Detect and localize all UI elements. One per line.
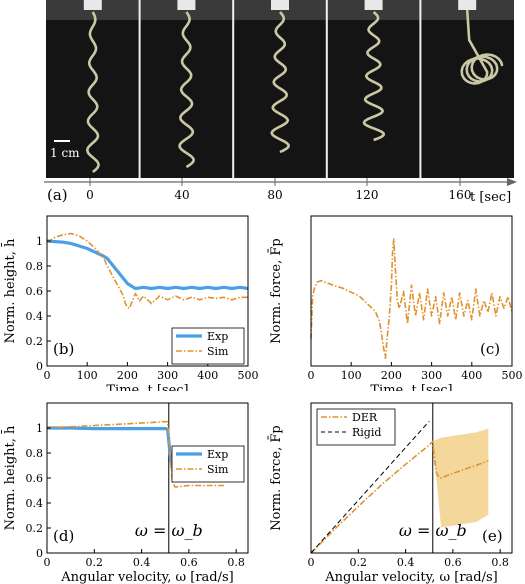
chart-e-xtick-label-1: 0.2: [350, 556, 368, 569]
chart-d-legend-box: [171, 445, 245, 483]
chart-e-xtick-label-2: 0.4: [397, 556, 415, 569]
chart-b-xtick-label-5: 500: [238, 369, 259, 382]
chart-e-legend-label-1: Rigid: [352, 426, 381, 439]
time-axis: [44, 178, 517, 186]
chart-b-xtick-label-2: 200: [117, 369, 138, 382]
chart-b-ytick-label-0: 0: [36, 360, 43, 373]
chart-b-series-sim: [46, 232, 248, 310]
chart-b-ytick-label-3: 0.6: [26, 285, 44, 298]
chart-c-xtick-label-5: 500: [502, 369, 523, 382]
chart-b-xlabel: Time, t [sec]: [106, 383, 188, 391]
chart-d-annotation: ω = ω_b: [135, 521, 203, 540]
chart-e-frame: [310, 402, 513, 554]
chart-b-legend-label-1: Sim: [207, 345, 229, 358]
chart-c-xtick-label-0: 0: [308, 369, 315, 382]
chart-b-legend-box: [171, 327, 245, 365]
chart-e-ylabel: Norm. force, F̄p: [268, 425, 284, 530]
chart-c-panel-label: (c): [480, 340, 500, 358]
chart-e-xtick-label-0: 0: [308, 556, 315, 569]
chart-d-ytick-label-4: 0.8: [26, 447, 44, 460]
chart-e-series-der: [310, 440, 489, 554]
filament-2: [270, 11, 290, 154]
chart-d-ytick-label-3: 0.6: [26, 472, 44, 485]
chart-d-ytick-label-2: 0.4: [26, 497, 44, 510]
chart-b-series-exp: [46, 239, 249, 291]
photo-strip-image: [46, 0, 514, 178]
chart-e-xlabel: Angular velocity, ω [rad/s]: [324, 570, 498, 584]
chart-b-xtick-label-3: 300: [157, 369, 178, 382]
filament-4: [460, 9, 504, 85]
chart-d-xtick-label-2: 0.4: [133, 556, 151, 569]
chart-c-xtick-label-2: 200: [381, 369, 402, 382]
clamp-light-0: [83, 0, 102, 10]
chart-c: 0 100 200 300 400 500 Time, t [sec] Norm. force…: [268, 215, 523, 391]
scale-bar-label: 1 cm: [50, 146, 80, 160]
filament-3: [362, 11, 386, 142]
chart-d-xtick-label-1: 0.2: [86, 556, 104, 569]
filament-1: [178, 11, 195, 169]
clamp-light-2: [271, 0, 289, 10]
chart-e-xtick-label-3: 0.6: [444, 556, 462, 569]
chart-e-legend-box: [316, 408, 396, 446]
chart-b-xtick-label-4: 400: [197, 369, 218, 382]
chart-e-annotation: ω = ω_b: [399, 521, 467, 540]
chart-d-ylabel: Norm. height, h̄: [1, 425, 18, 530]
time-tick-0: 0: [86, 188, 94, 202]
chart-d-xtick-label-4: 0.8: [227, 556, 245, 569]
chart-b-ytick-label-1: 0.2: [26, 335, 44, 348]
chart-b-ylabel: Norm. height, h̄: [1, 238, 18, 343]
chart-d-panel-label: (d): [53, 527, 74, 545]
photo-strip: [46, 0, 514, 178]
chart-b-xtick-label-1: 100: [77, 369, 98, 382]
chart-b-panel-label: (b): [53, 340, 74, 358]
chart-c-frame: [310, 215, 513, 367]
chart-d-ytick-label-0: 0: [36, 547, 43, 560]
chart-c-xtick-label-4: 400: [461, 369, 482, 382]
chart-e-legend-label-0: DER: [352, 411, 378, 424]
chart-c-xtick-label-1: 100: [341, 369, 362, 382]
chart-c-xlabel: Time, t [sec]: [370, 383, 452, 391]
clamp-light-4: [458, 0, 477, 10]
time-tick-40: 40: [174, 188, 190, 202]
chart-c-xtick-label-3: 300: [421, 369, 442, 382]
chart-d-legend-label-0: Exp: [207, 448, 228, 461]
panel-label-a: (a): [47, 186, 68, 204]
chart-b: 0 100 200 300 400 500 0 0.2 0.4 0.6 0.8 1 Time, t [s…: [1, 215, 259, 391]
chart-d-xtick-label-3: 0.6: [180, 556, 198, 569]
chart-d-xtick-label-0: 0: [44, 556, 51, 569]
chart-b-ytick-label-4: 0.8: [26, 260, 44, 273]
time-tick-80: 80: [267, 188, 283, 202]
clamp-light-3: [364, 0, 383, 10]
chart-d-legend-label-1: Sim: [207, 463, 229, 476]
chart-e-xtick-label-4: 0.8: [491, 556, 509, 569]
time-axis-label: t [sec]: [470, 190, 512, 205]
chart-e-panel-label: (e): [482, 527, 503, 545]
chart-b-legend-label-0: Exp: [207, 330, 228, 343]
chart-d-ytick-label-1: 0.2: [26, 522, 44, 535]
filament-0: [85, 11, 100, 174]
chart-b-ytick-label-5: 1: [36, 235, 43, 248]
chart-c-ylabel: Norm. force, F̄p: [268, 238, 284, 343]
time-tick-160: 160: [448, 188, 472, 202]
chart-c-series-sim: [310, 238, 513, 360]
chart-e-series-rigid: [310, 420, 430, 554]
chart-b-ytick-label-2: 0.4: [26, 310, 44, 323]
chart-d-ytick-label-5: 1: [36, 422, 43, 435]
chart-d-series-sim: [46, 420, 225, 488]
clamp-light-1: [177, 0, 196, 10]
time-tick-120: 120: [355, 188, 379, 202]
chart-b-xtick-label-0: 0: [44, 369, 51, 382]
chart-d-xlabel: Angular velocity, ω [rad/s]: [60, 570, 234, 584]
chart-e-uncertainty-band: [432, 428, 489, 528]
chart-d: 0 0.2 0.4 0.6 0.8 0 0.2 0.4 0.6 0.8 1 Angular veloc…: [1, 402, 249, 584]
